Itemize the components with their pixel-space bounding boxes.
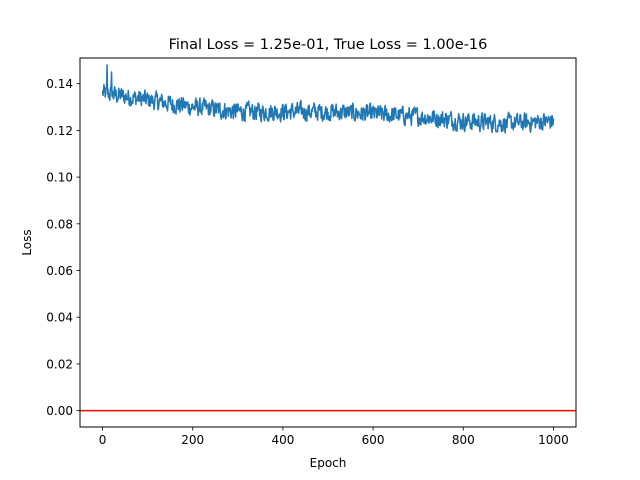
y-tick-label: 0.10 [46, 171, 73, 185]
x-tick-label: 0 [99, 433, 107, 447]
x-tick-label: 600 [362, 433, 385, 447]
x-tick-label: 1000 [538, 433, 569, 447]
y-tick-label: 0.06 [46, 264, 73, 278]
y-tick-label: 0.12 [46, 124, 73, 138]
x-axis-label: Epoch [310, 456, 347, 470]
x-tick-label: 400 [271, 433, 294, 447]
y-tick-label: 0.02 [46, 357, 73, 371]
y-tick-label: 0.14 [46, 77, 73, 91]
series-line-loss [101, 64, 555, 134]
y-tick-label: 0.08 [46, 217, 73, 231]
x-axis-ticks: 0 200 400 600 800 1000 [99, 427, 569, 447]
y-axis-ticks: 0.00 0.02 0.04 0.06 0.08 0.10 0.12 0.14 [46, 77, 80, 418]
axes-frame [79, 57, 577, 428]
x-tick-label: 800 [452, 433, 475, 447]
y-tick-label: 0.04 [46, 311, 73, 325]
chart-title: Final Loss = 1.25e-01, True Loss = 1.00e… [169, 37, 488, 53]
y-tick-label: 0.00 [46, 404, 73, 418]
x-tick-label: 200 [181, 433, 204, 447]
plot-area [80, 64, 576, 412]
y-axis-label: Loss [20, 229, 34, 255]
